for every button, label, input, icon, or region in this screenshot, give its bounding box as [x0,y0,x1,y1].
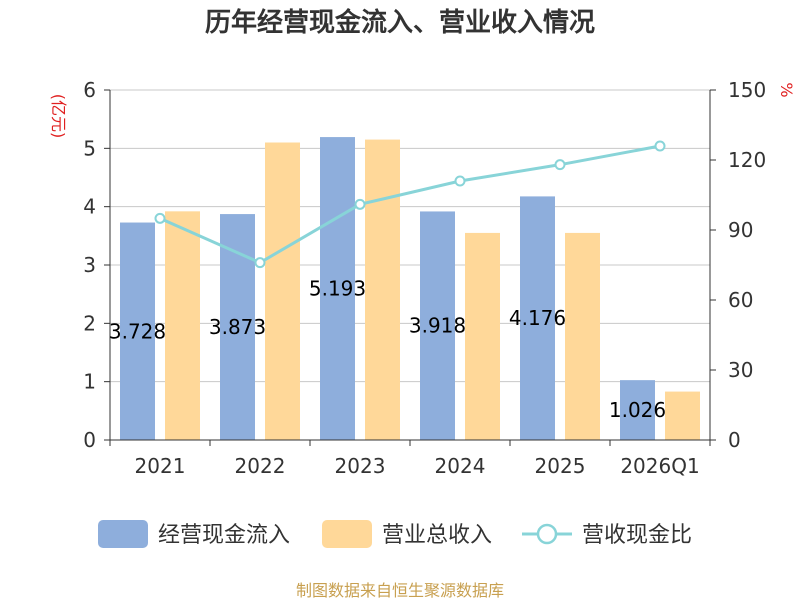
legend-label: 经营现金流入 [158,523,290,548]
right-tick-label: 150 [728,78,766,102]
source-note: 制图数据来自恒生聚源数据库 [296,581,504,600]
x-tick-label: 2024 [435,454,486,478]
bar-revenue [465,232,500,440]
ratio-point [654,140,666,152]
left-tick-label: 2 [83,311,96,335]
right-tick-label: 0 [728,428,741,452]
bar-value-label: 3.728 [109,319,166,343]
bar-value-label: 5.193 [309,277,366,301]
left-axis-unit: (亿元) [49,94,68,139]
bar-revenue [665,391,700,440]
right-tick-label: 120 [728,148,766,172]
right-tick-label: 30 [728,358,753,382]
bar-revenue [365,139,400,441]
bar-cash-inflow [120,222,155,440]
ratio-line-path [159,144,661,265]
left-tick-label: 3 [83,253,96,277]
legend-label: 营业总收入 [382,523,492,548]
left-tick-label: 4 [83,195,96,219]
ratio-point [254,257,266,269]
x-tick-label: 2022 [235,454,286,478]
ratio-point [554,159,566,171]
right-tick-label: 90 [728,218,753,242]
data-labels: 3.728 3.873 5.193 3.918 4.176 1.026 [109,277,666,423]
bar-cash-inflow [320,137,355,440]
x-tick-label: 2025 [535,454,586,478]
bars [120,137,700,441]
x-tick-label: 2021 [135,454,186,478]
right-axis-unit: % [777,82,796,97]
bar-value-label: 3.873 [209,315,266,339]
x-tick-label: 2026Q1 [620,454,699,478]
x-tick-label: 2023 [335,454,386,478]
legend-label: 营收现金比 [582,523,692,548]
legend-swatch [322,520,372,548]
bar-revenue [265,142,300,440]
left-tick-label: 0 [83,428,96,452]
bar-value-label: 1.026 [609,398,666,422]
ratio-point [154,212,166,224]
ratio-point [354,198,366,210]
bar-revenue [565,232,600,440]
left-tick-label: 6 [83,78,96,102]
bar-value-label: 4.176 [509,306,566,330]
ratio-point [454,175,466,187]
legend-swatch [98,520,148,548]
bar-revenue [165,211,200,440]
bar-value-label: 3.918 [409,314,466,338]
legend-point-swatch [536,523,558,545]
chart-title: 历年经营现金流入、营业收入情况 [205,7,595,38]
left-tick-label: 1 [83,370,96,394]
grid [110,89,710,383]
bar-cash-inflow [520,196,555,440]
bar-cash-inflow [620,380,655,440]
ratio-line [154,140,666,269]
left-tick-label: 5 [83,136,96,160]
bar-cash-inflow [420,211,455,440]
legend: 经营现金流入 营业总收入 营收现金比 [98,520,692,548]
right-tick-label: 60 [728,288,753,312]
